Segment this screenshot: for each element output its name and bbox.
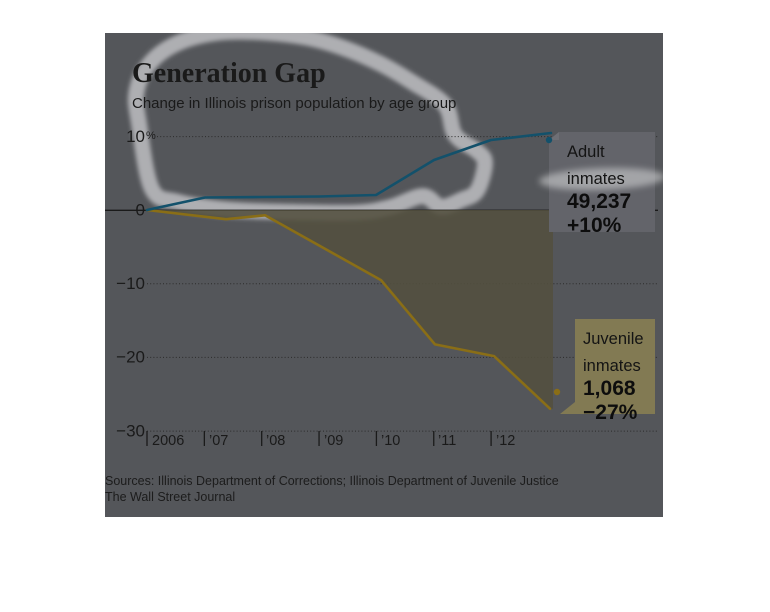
svg-text:+10%: +10% bbox=[567, 214, 622, 237]
svg-text:−20: −20 bbox=[116, 348, 145, 367]
svg-text:1,068: 1,068 bbox=[583, 377, 636, 400]
svg-text:−27%: −27% bbox=[583, 401, 638, 424]
svg-text:Juvenile: Juvenile bbox=[583, 330, 644, 348]
svg-text:Adult: Adult bbox=[567, 143, 605, 161]
svg-text:’08: ’08 bbox=[266, 433, 285, 449]
svg-text:0: 0 bbox=[136, 201, 145, 220]
svg-text:−10: −10 bbox=[116, 274, 145, 293]
svg-text:’12: ’12 bbox=[496, 433, 515, 449]
svg-text:’09: ’09 bbox=[324, 433, 343, 449]
svg-text:49,237: 49,237 bbox=[567, 190, 631, 213]
svg-text:inmates: inmates bbox=[583, 357, 641, 375]
svg-text:’07: ’07 bbox=[209, 433, 228, 449]
svg-text:inmates: inmates bbox=[567, 170, 625, 188]
svg-text:2006: 2006 bbox=[152, 433, 184, 449]
svg-text:’10: ’10 bbox=[381, 433, 400, 449]
svg-text:Sources: Illinois Department o: Sources: Illinois Department of Correcti… bbox=[105, 474, 559, 488]
svg-text:10: 10 bbox=[126, 127, 145, 146]
svg-text:’11: ’11 bbox=[438, 433, 456, 449]
svg-text:The Wall Street Journal: The Wall Street Journal bbox=[105, 490, 235, 504]
svg-text:%: % bbox=[146, 130, 156, 142]
svg-text:−30: −30 bbox=[116, 422, 145, 441]
